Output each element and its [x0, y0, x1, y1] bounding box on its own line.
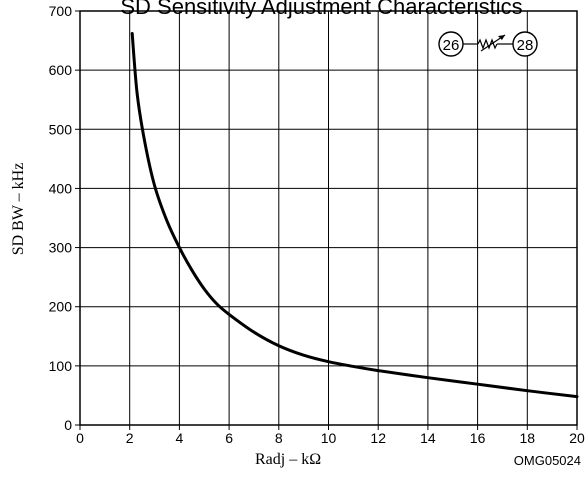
y-tick-label: 200: [49, 299, 73, 315]
x-tick-label: 10: [321, 430, 337, 446]
x-tick-label: 4: [176, 430, 184, 446]
x-tick-label: 14: [420, 430, 436, 446]
series-line: [130, 31, 579, 399]
y-tick-label: 0: [64, 417, 72, 433]
x-tick-label: 20: [569, 430, 585, 446]
circuit-annotation: 26 28: [438, 31, 538, 57]
grid: [80, 11, 577, 425]
chart-title: SD Sensitivity Adjustment Characteristic…: [120, 0, 523, 19]
x-tick-label: 8: [275, 430, 283, 446]
variable-resistor-icon: [477, 38, 498, 50]
x-tick-label: 0: [76, 430, 84, 446]
x-tick-label: 12: [370, 430, 386, 446]
y-axis-label: SD BW – kHz: [10, 162, 27, 256]
node-28-label: 28: [517, 37, 534, 54]
node-28-circle: [512, 31, 538, 57]
plot-frame: [79, 10, 578, 426]
y-tick-label: 700: [49, 3, 73, 19]
node-26-label: 26: [443, 37, 460, 54]
x-tick-label: 6: [225, 430, 233, 446]
series-layer: [130, 31, 579, 399]
x-axis-label: Radj – kΩ: [255, 451, 322, 468]
figure-code: OMG05024: [513, 453, 581, 468]
x-tick-label: 2: [126, 430, 134, 446]
y-tick-label: 400: [49, 180, 73, 196]
y-tick-label: 100: [49, 358, 73, 374]
y-tick-label: 600: [49, 62, 73, 78]
x-tick-label: 18: [520, 430, 536, 446]
x-tick-label: 16: [470, 430, 486, 446]
y-tick-label: 500: [49, 121, 73, 137]
y-tick-label: 300: [49, 240, 73, 256]
resistor-arrow-head: [498, 35, 505, 40]
